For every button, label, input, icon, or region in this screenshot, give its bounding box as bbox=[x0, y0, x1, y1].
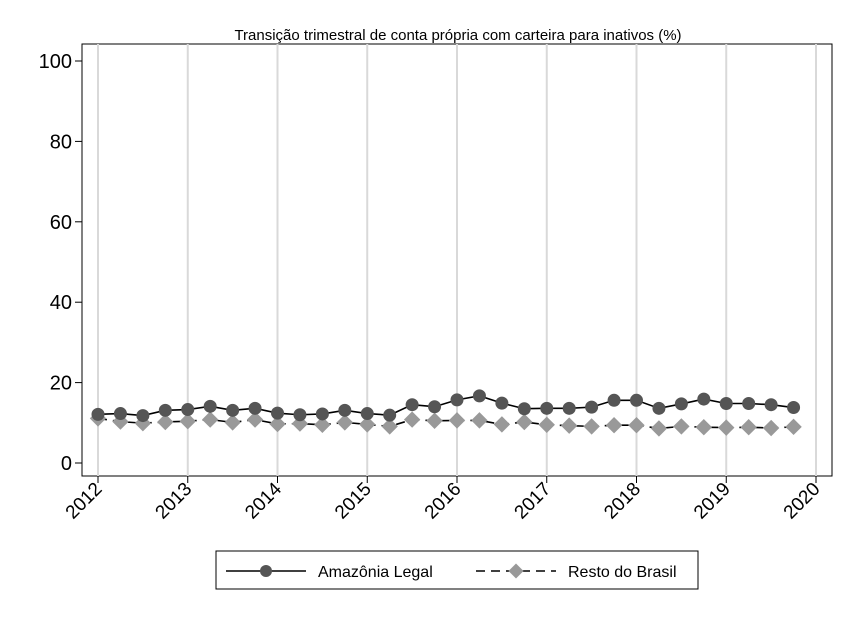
x-tick-label: 2019 bbox=[690, 479, 735, 524]
data-point bbox=[740, 419, 757, 436]
data-point bbox=[585, 400, 599, 414]
x-tick-label: 2017 bbox=[511, 479, 556, 524]
legend-label: Amazônia Legal bbox=[318, 564, 433, 581]
data-point bbox=[113, 407, 127, 421]
data-point bbox=[246, 411, 264, 428]
data-point bbox=[583, 418, 600, 435]
data-point bbox=[674, 397, 688, 411]
data-point bbox=[493, 416, 511, 433]
data-point bbox=[695, 419, 713, 436]
data-point bbox=[450, 393, 464, 407]
x-tick-label: 2012 bbox=[62, 479, 107, 524]
data-point bbox=[673, 418, 690, 435]
series-1 bbox=[89, 410, 802, 437]
data-point bbox=[428, 400, 442, 414]
y-tick-label: 80 bbox=[50, 131, 72, 153]
y-tick-label: 20 bbox=[50, 373, 72, 395]
data-point bbox=[157, 413, 174, 431]
data-point bbox=[628, 417, 645, 434]
x-tick-label: 2014 bbox=[241, 478, 286, 523]
data-point bbox=[697, 392, 711, 406]
data-point bbox=[472, 389, 486, 403]
legend-label: Resto do Brasil bbox=[568, 564, 677, 581]
data-point bbox=[269, 415, 286, 433]
data-point bbox=[562, 401, 576, 415]
data-point bbox=[405, 398, 419, 412]
series-line bbox=[97, 417, 794, 430]
legend-marker bbox=[260, 565, 272, 577]
data-point bbox=[718, 419, 735, 436]
legend: Amazônia Legal Resto do Brasil bbox=[215, 550, 699, 590]
data-point bbox=[181, 403, 195, 417]
data-point bbox=[652, 401, 666, 415]
data-point bbox=[605, 417, 623, 434]
data-point bbox=[203, 399, 217, 413]
chart-title: Transição trimestral de conta própria co… bbox=[234, 27, 681, 44]
data-point bbox=[91, 407, 105, 421]
data-point bbox=[517, 402, 531, 416]
data-point bbox=[742, 397, 756, 411]
x-tick-label: 2013 bbox=[152, 479, 197, 524]
y-tick-label: 60 bbox=[50, 212, 72, 234]
data-point bbox=[248, 401, 262, 415]
data-point bbox=[360, 407, 374, 421]
data-point bbox=[381, 418, 398, 435]
data-point bbox=[158, 403, 172, 417]
data-point bbox=[426, 412, 443, 429]
data-point bbox=[336, 414, 354, 431]
data-point bbox=[785, 418, 802, 436]
data-point bbox=[271, 406, 284, 420]
data-point bbox=[226, 403, 240, 417]
y-tick-label: 40 bbox=[50, 292, 72, 314]
data-point bbox=[540, 401, 554, 415]
legend-item: Resto do Brasil bbox=[476, 563, 677, 581]
data-point bbox=[762, 419, 780, 437]
data-point bbox=[560, 417, 578, 434]
x-tick-label: 2020 bbox=[780, 479, 825, 524]
data-point bbox=[719, 397, 733, 411]
data-point bbox=[650, 420, 668, 437]
data-point bbox=[359, 416, 376, 433]
series-group bbox=[89, 389, 802, 437]
x-tick-label: 2015 bbox=[331, 479, 376, 524]
legend-marker bbox=[508, 563, 524, 579]
data-point bbox=[403, 411, 421, 428]
data-point bbox=[764, 398, 778, 412]
data-point bbox=[538, 416, 555, 434]
data-point bbox=[383, 408, 397, 422]
data-point bbox=[293, 408, 307, 422]
legend-item: Amazônia Legal bbox=[226, 564, 433, 581]
x-tick-label: 2016 bbox=[421, 479, 466, 524]
data-point bbox=[516, 413, 533, 431]
data-point bbox=[607, 393, 621, 407]
x-tick-label: 2018 bbox=[600, 479, 645, 524]
data-point bbox=[315, 407, 329, 421]
legend-box bbox=[215, 550, 699, 590]
data-point bbox=[224, 414, 241, 431]
data-point bbox=[201, 411, 219, 428]
data-point bbox=[495, 396, 509, 410]
data-point bbox=[448, 412, 466, 429]
data-point bbox=[630, 393, 643, 407]
data-point bbox=[136, 409, 150, 423]
y-tick-label: 0 bbox=[61, 453, 72, 475]
data-point bbox=[338, 403, 352, 417]
data-point bbox=[471, 412, 488, 429]
series-0 bbox=[91, 389, 801, 423]
y-tick-label: 100 bbox=[39, 51, 72, 73]
data-point bbox=[179, 412, 196, 430]
data-point bbox=[314, 416, 331, 434]
data-point bbox=[787, 401, 801, 415]
